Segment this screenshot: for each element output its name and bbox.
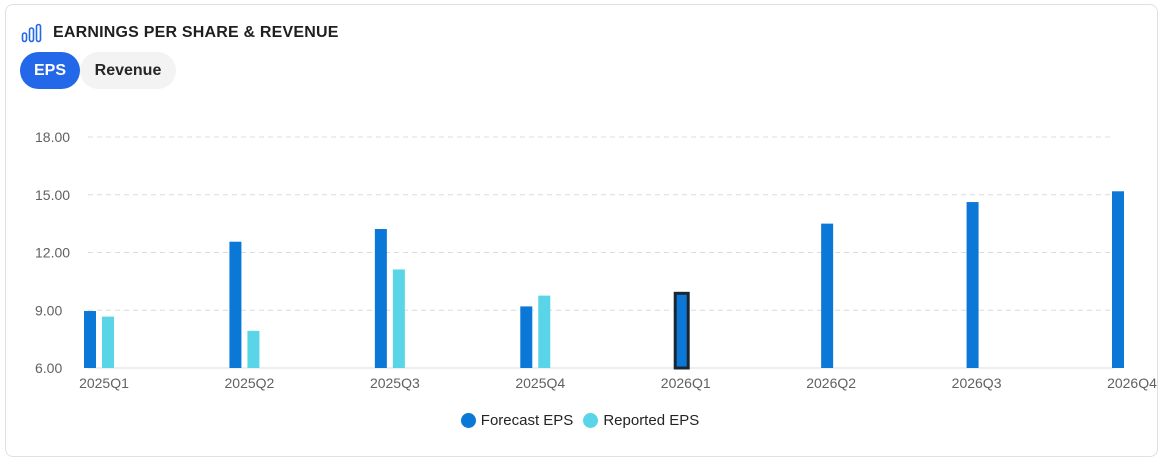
legend-item-reported[interactable]: Reported EPS [583,412,699,429]
bar-forecast-eps[interactable] [520,306,533,368]
bar-reported-eps[interactable] [102,316,114,368]
tab-revenue[interactable]: Revenue [80,52,176,89]
eps-bar-chart: 6.00 9.00 12.00 15.00 18.00 2025Q1 2025Q2 2025Q… [35,129,1157,391]
bar-forecast-eps[interactable] [821,223,834,368]
y-tick-label: 15.00 [35,187,70,203]
legend-item-forecast[interactable]: Forecast EPS [460,412,574,429]
chart-legend: Forecast EPS Reported EPS [0,412,1160,429]
x-tick-label: 2026Q3 [952,375,1002,391]
y-tick-label: 12.00 [35,245,70,261]
bar-reported-eps[interactable] [247,330,260,368]
legend-swatch-reported [583,413,599,428]
y-tick-label: 9.00 [35,302,62,318]
eps-revenue-card [5,4,1158,457]
legend-swatch-forecast [460,413,476,428]
y-tick-label: 18.00 [35,129,70,145]
x-tick-label: 2025Q4 [515,375,565,391]
x-tick-label: 2026Q2 [806,375,856,391]
x-tick-label: 2025Q1 [79,375,129,391]
legend-label-reported: Reported EPS [603,412,700,429]
metric-tabs: EPS Revenue [20,52,176,89]
tab-eps[interactable]: EPS [20,52,80,89]
legend-label-forecast: Forecast EPS [480,412,574,429]
bar-forecast-eps[interactable] [374,229,387,368]
card-header: EARNINGS PER SHARE & REVENUE [21,22,339,44]
bar-reported-eps[interactable] [538,295,551,368]
x-tick-label: 2025Q3 [370,375,420,391]
bar-forecast-eps[interactable] [1112,191,1124,368]
bar-forecast-eps[interactable] [966,202,979,368]
bar-forecast-eps[interactable] [229,241,242,368]
x-tick-label: 2026Q1 [661,375,711,391]
bar-forecast-eps[interactable] [84,311,96,368]
bar-reported-eps[interactable] [392,269,405,368]
bar-chart-icon [21,23,43,43]
y-tick-label: 6.00 [35,360,62,376]
x-tick-label: 2025Q2 [225,375,275,391]
x-tick-label: 2026Q4 [1107,375,1157,391]
card-title: EARNINGS PER SHARE & REVENUE [53,24,339,41]
bar-forecast-eps[interactable] [673,291,690,370]
